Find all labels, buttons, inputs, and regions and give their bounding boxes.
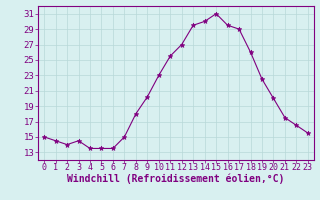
X-axis label: Windchill (Refroidissement éolien,°C): Windchill (Refroidissement éolien,°C) <box>67 173 285 184</box>
